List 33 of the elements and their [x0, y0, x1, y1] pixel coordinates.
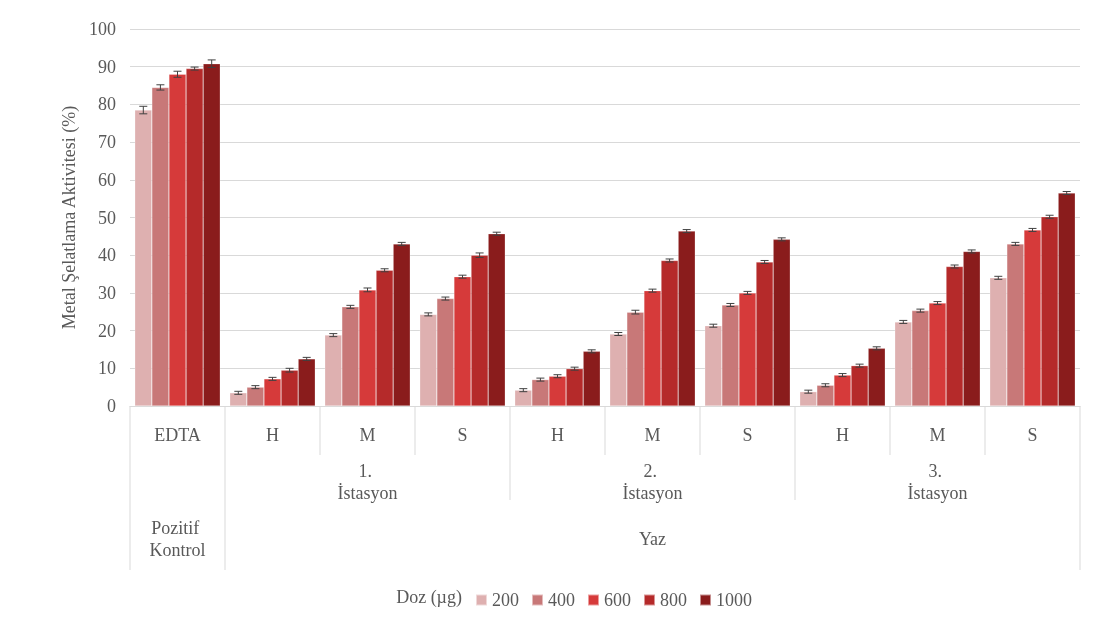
y-tick-label: 30: [98, 282, 116, 303]
legend-label: 400: [548, 590, 575, 610]
x-tick-label: H: [266, 425, 279, 445]
text: 2. İstasyon: [622, 461, 683, 503]
x-tick-label: S: [742, 425, 753, 445]
text: Pozitif Kontrol: [149, 518, 206, 560]
y-tick-label: 60: [98, 169, 116, 190]
x-tick-label: H: [551, 425, 564, 445]
x-tick-label: EDTA: [154, 425, 201, 445]
y-tick-label: 20: [98, 320, 116, 341]
text: 1. İstasyon: [337, 461, 398, 503]
y-tick-label: 50: [98, 207, 116, 228]
y-tick-label: 10: [98, 358, 116, 379]
x-tick-label: M: [644, 425, 661, 445]
y-axis-title: Metal Şelatlama Aktivitesi (%): [59, 105, 80, 330]
legend-title: Doz (µg): [396, 587, 462, 608]
x-tick-label: M: [359, 425, 376, 445]
x-tick-label: S: [1027, 425, 1038, 445]
y-tick-label: 70: [98, 132, 116, 153]
text: 3. İstasyon: [907, 461, 968, 503]
x-tick-label: S: [457, 425, 468, 445]
y-tick-label: 40: [98, 245, 116, 266]
y-tick-label: 80: [98, 94, 116, 115]
x-tick-label: H: [836, 425, 849, 445]
y-tick-label: 0: [107, 396, 116, 416]
x-tick-label: M: [929, 425, 946, 445]
legend-label: 600: [604, 590, 631, 610]
text: Yaz: [638, 529, 667, 549]
legend-label: 800: [660, 590, 687, 610]
y-tick-label: 100: [89, 19, 116, 39]
legend-label: 200: [492, 590, 519, 610]
y-tick-label: 90: [98, 56, 116, 77]
legend-label: 1000: [716, 590, 752, 610]
